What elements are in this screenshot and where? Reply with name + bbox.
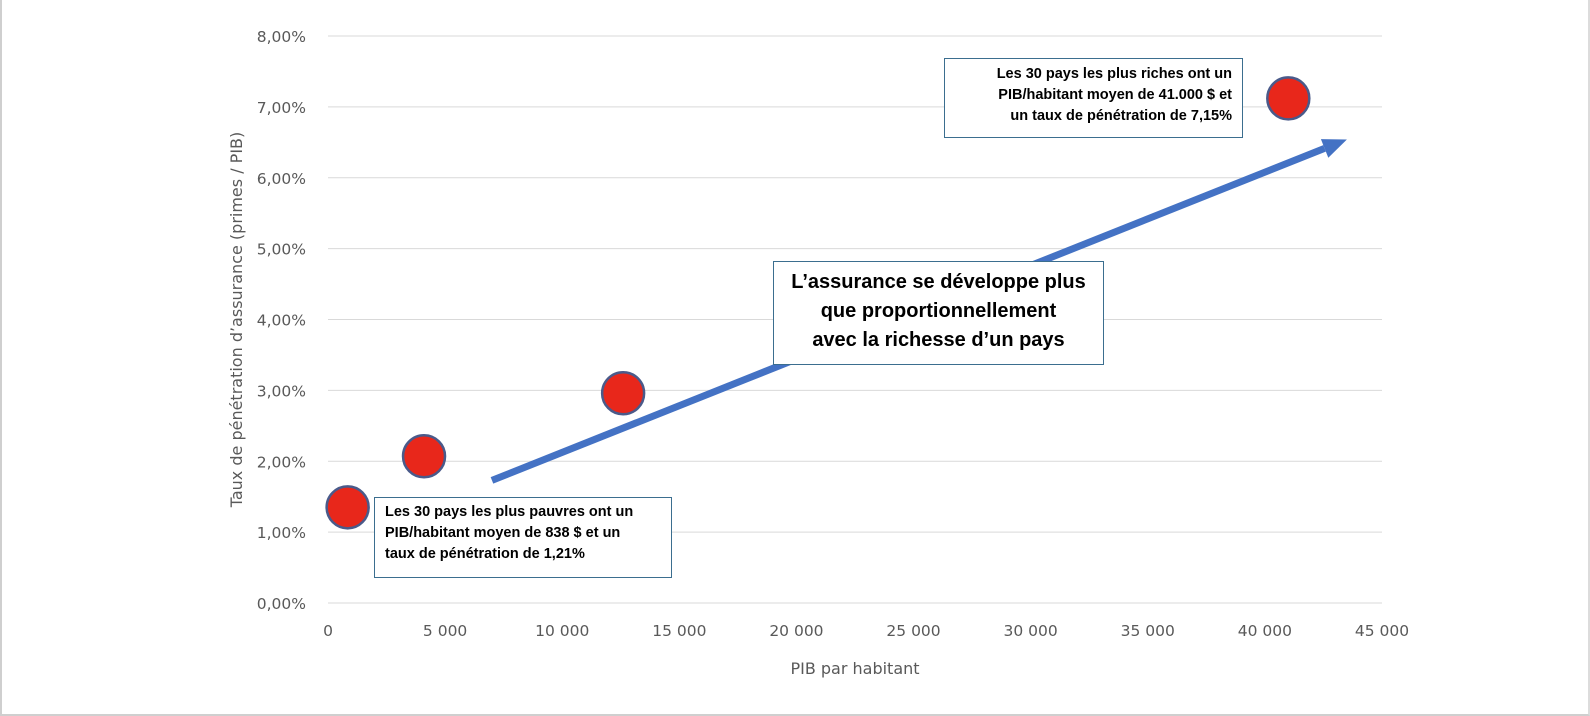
y-tick-label: 7,00% [257, 99, 306, 117]
y-tick-label: 1,00% [257, 524, 306, 542]
data-point-1 [401, 434, 447, 479]
x-tick-label: 40 000 [1238, 622, 1292, 640]
callout-rich-line-1: Les 30 pays les plus riches ont un [996, 66, 1232, 82]
y-tick-label: 5,00% [257, 241, 306, 259]
x-tick-label: 30 000 [1004, 622, 1058, 640]
callout-rich-line-2: PIB/habitant moyen de 41.000 $ et [998, 87, 1232, 103]
x-tick-label: 0 [323, 622, 333, 640]
y-tick-label: 0,00% [257, 595, 306, 613]
callout-poor-line-1: Les 30 pays les plus pauvres ont un [385, 504, 634, 520]
y-tick-label: 4,00% [257, 312, 306, 330]
x-tick-label: 20 000 [769, 622, 823, 640]
x-tick-label: 10 000 [535, 622, 589, 640]
callout-poorest-countries: Les 30 pays les plus pauvres ont un PIB/… [374, 497, 672, 578]
y-tick-label: 3,00% [257, 382, 306, 400]
x-tick-label: 35 000 [1121, 622, 1175, 640]
callout-main-line-3: avec la richesse d’un pays [812, 329, 1065, 351]
data-points [325, 76, 1311, 530]
callout-poor-line-2: PIB/habitant moyen de 838 $ et un [385, 525, 621, 541]
y-tick-label: 6,00% [257, 170, 306, 188]
data-point-0 [325, 485, 370, 530]
callout-rich-line-3: un taux de pénétration de 7,15% [1010, 108, 1232, 124]
data-point-3 [1266, 76, 1311, 121]
x-tick-label: 25 000 [886, 622, 940, 640]
callout-main-message: L’assurance se développe plus que propor… [773, 261, 1104, 365]
x-tick-label: 15 000 [652, 622, 706, 640]
callout-main-line-1: L’assurance se développe plus [791, 271, 1086, 293]
x-axis-ticks: 0 5 000 10 000 15 000 20 000 25 000 30 000 35 0… [323, 622, 1409, 640]
y-tick-label: 2,00% [257, 453, 306, 471]
callout-richest-countries: Les 30 pays les plus riches ont un PIB/h… [944, 58, 1243, 138]
x-axis-title: PIB par habitant [790, 659, 919, 678]
trend-arrow-head [1320, 139, 1347, 158]
data-point-2 [600, 370, 646, 416]
x-tick-label: 5 000 [423, 622, 467, 640]
y-axis-ticks: 0,00% 1,00% 2,00% 3,00% 4,00% 5,00% 6,00% 7,00%… [257, 28, 306, 613]
y-axis-title: Taux de pénétration d’assurance (primes … [227, 132, 246, 509]
x-tick-label: 45 000 [1355, 622, 1409, 640]
callout-main-line-2: que proportionnellement [820, 300, 1057, 322]
y-tick-label: 8,00% [257, 28, 306, 46]
callout-poor-line-3: taux de pénétration de 1,21% [385, 546, 585, 562]
